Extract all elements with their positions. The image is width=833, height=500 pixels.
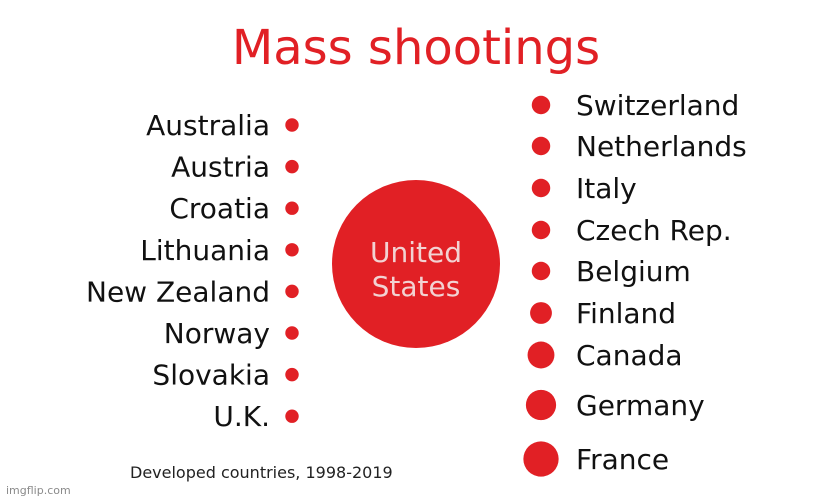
label-canada: Canada <box>576 339 683 372</box>
imgflip-watermark: imgflip.com <box>6 484 71 497</box>
label-germany: Germany <box>576 389 705 422</box>
left-country-group: Australia Austria Croatia Lithuania New Zeal… <box>86 109 299 433</box>
united-states-bubble <box>332 180 500 348</box>
bubble-netherlands <box>531 136 551 156</box>
label-u-k: U.K. <box>213 400 270 433</box>
label-finland: Finland <box>576 297 676 330</box>
bubble-finland <box>530 302 552 324</box>
label-new-zealand: New Zealand <box>86 275 270 308</box>
united-states-label-line2: States <box>372 270 461 303</box>
bubble-canada <box>527 341 555 369</box>
bubble-germany <box>525 389 557 421</box>
label-australia: Australia <box>146 109 270 142</box>
bubble-u-k <box>285 409 299 423</box>
label-norway: Norway <box>164 317 270 350</box>
bubble-austria <box>285 159 299 174</box>
bubble-italy <box>531 178 551 198</box>
united-states-label-line1: United <box>370 236 462 269</box>
bubble-switzerland <box>531 95 551 115</box>
label-croatia: Croatia <box>169 192 270 225</box>
bubble-belgium <box>531 261 551 281</box>
bubble-slovakia <box>285 367 299 382</box>
label-switzerland: Switzerland <box>576 89 739 122</box>
label-austria: Austria <box>171 151 270 184</box>
bubble-lithuania <box>285 243 299 257</box>
right-country-group: Switzerland Netherlands Italy Czech Rep. Bel… <box>523 89 747 477</box>
bubble-france <box>523 441 559 477</box>
label-lithuania: Lithuania <box>140 234 270 267</box>
bubble-new-zealand <box>285 284 299 299</box>
label-italy: Italy <box>576 172 637 205</box>
bubble-norway <box>285 326 299 340</box>
chart-subtitle: Developed countries, 1998-2019 <box>130 463 393 482</box>
label-france: France <box>576 443 669 476</box>
bubble-croatia <box>285 201 299 215</box>
bubble-czech-rep <box>531 220 551 240</box>
label-belgium: Belgium <box>576 255 691 288</box>
label-czech-rep: Czech Rep. <box>576 214 732 247</box>
chart-title: Mass shootings <box>232 20 600 76</box>
label-slovakia: Slovakia <box>152 359 270 392</box>
bubble-australia <box>285 118 299 132</box>
label-netherlands: Netherlands <box>576 130 747 163</box>
